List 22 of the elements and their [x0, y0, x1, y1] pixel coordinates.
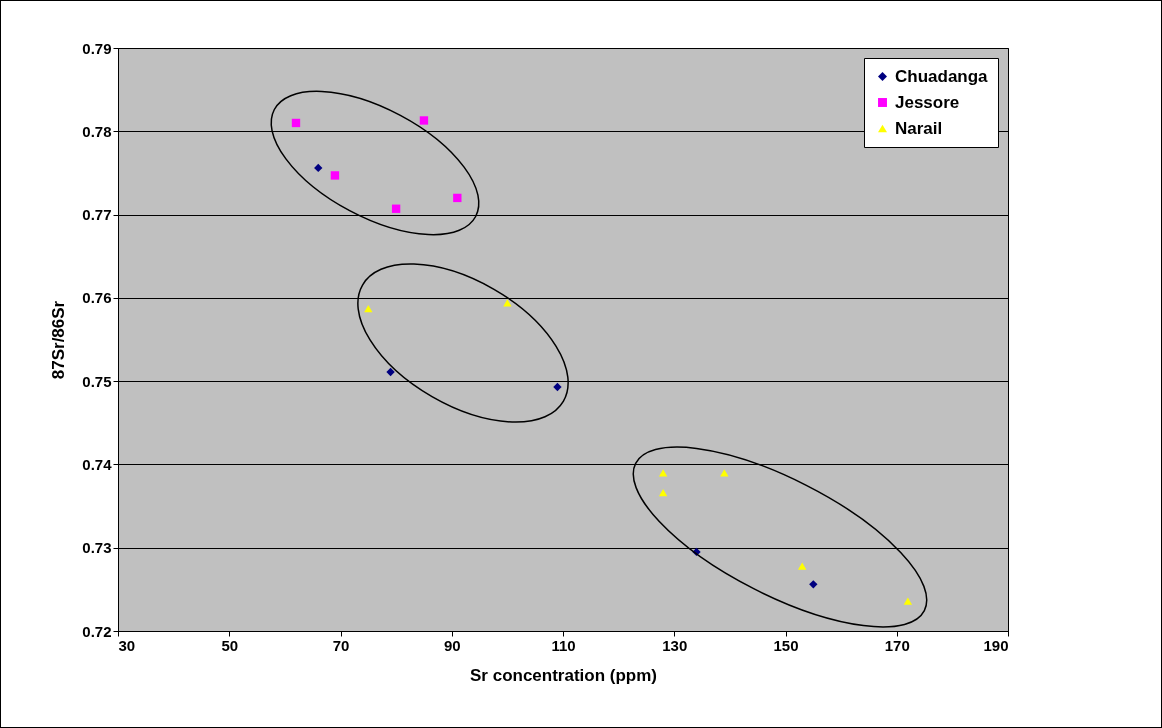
x-tick-label: 50: [221, 636, 239, 654]
x-tick-label: 190: [983, 636, 1009, 654]
y-tick-label: 0.72: [82, 622, 112, 640]
y-tick-label: 0.76: [82, 289, 112, 307]
x-tick-label: 170: [884, 636, 910, 654]
y-tick-label: 0.74: [82, 455, 113, 473]
legend-label: Jessore: [895, 92, 960, 112]
x-tick-label: 130: [662, 636, 688, 654]
legend-label: Chuadanga: [895, 66, 989, 86]
y-tick-label: 0.75: [82, 372, 112, 390]
x-tick-label: 150: [773, 636, 799, 654]
legend-label: Narail: [895, 118, 943, 138]
y-tick-label: 0.77: [82, 206, 112, 224]
y-tick-label: 0.78: [82, 122, 112, 140]
x-tick-label: 70: [332, 636, 350, 654]
x-tick-label: 90: [443, 636, 461, 654]
x-tick-label: 110: [551, 636, 576, 654]
y-axis-title: 87Sr/86Sr: [49, 300, 69, 380]
x-tick-label: 30: [118, 636, 136, 654]
y-tick-label: 0.79: [82, 39, 112, 57]
y-tick-label: 0.73: [82, 539, 112, 557]
x-axis-title: Sr concentration (ppm): [469, 665, 658, 685]
